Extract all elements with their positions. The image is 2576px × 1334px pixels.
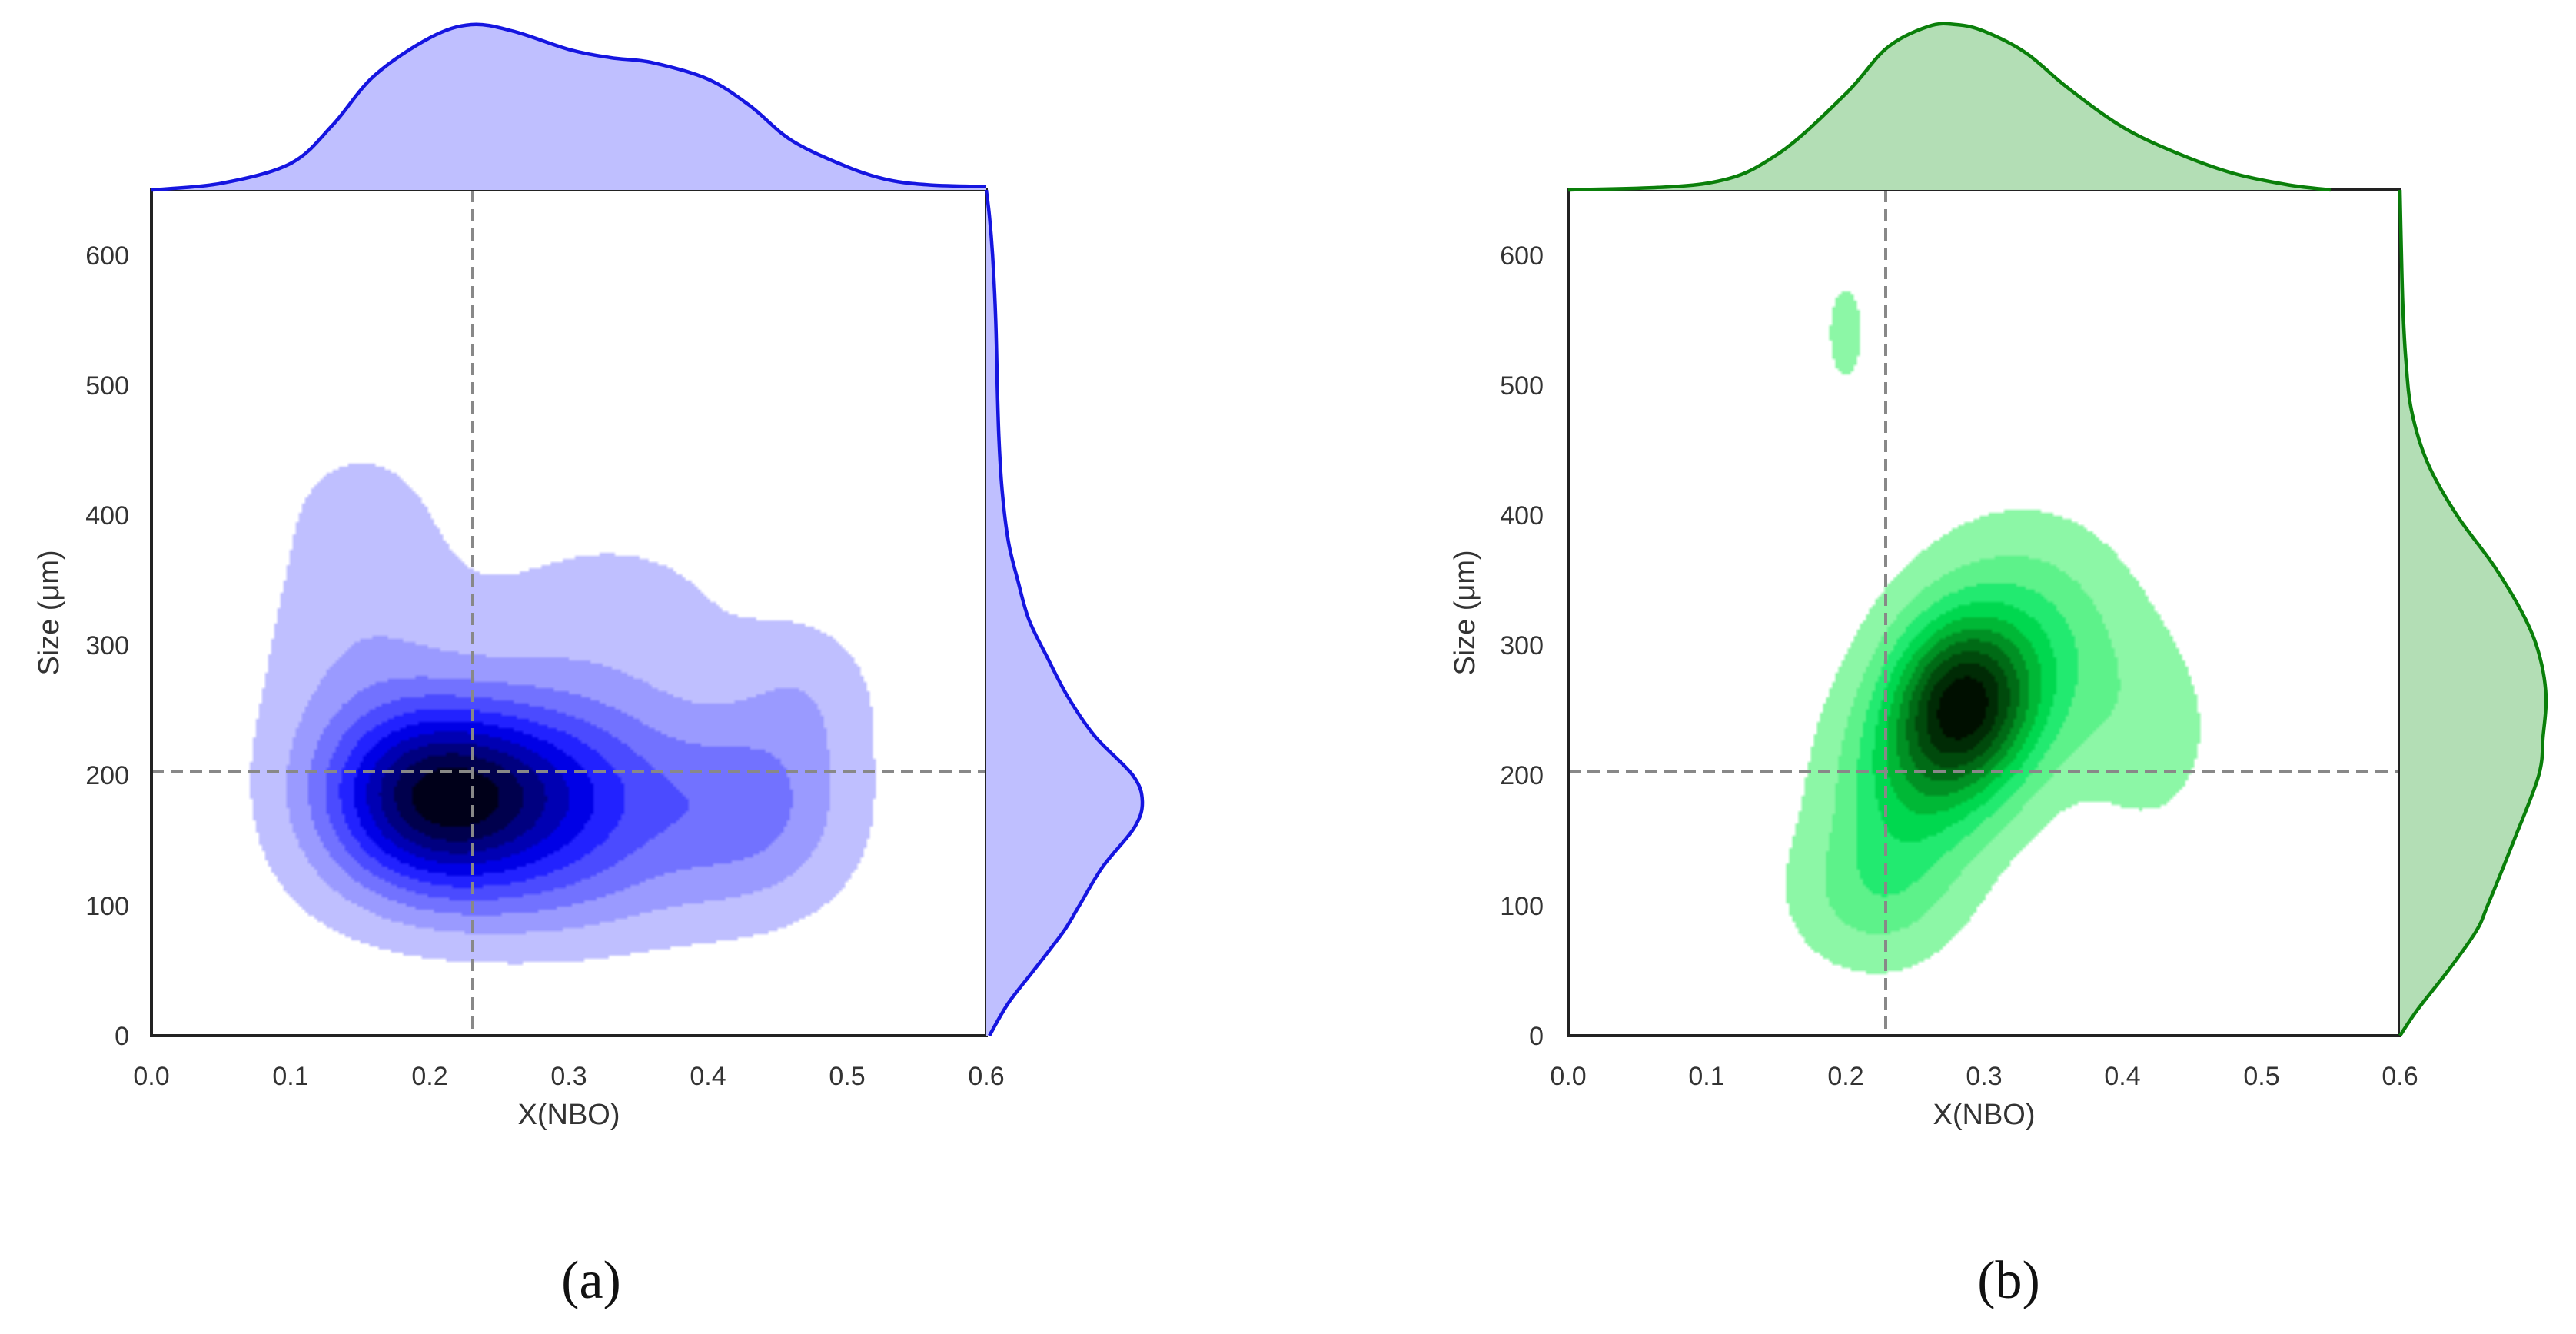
panel-b-y-tick-label: 0 [1529, 1022, 1544, 1051]
panel-a-y-marginal [984, 189, 1145, 1037]
panel-a-x-tick-label: 0.3 [550, 1062, 587, 1091]
panel-a-y-marginal-line [984, 189, 1145, 1037]
panel-b-y-tick-label: 200 [1500, 761, 1544, 790]
panel-b-y-marginal [2398, 189, 2548, 1037]
panel-b-y-ticks: 0 100 200 300 400 500 600 [1500, 241, 1544, 1051]
panel-b-x-marginal-fill [1568, 23, 2331, 190]
panel-b-label: (b) [1977, 1251, 2040, 1310]
panel-a-x-tick-label: 0.4 [690, 1062, 726, 1091]
panel-a-x-tick-label: 0.1 [272, 1062, 308, 1091]
panel-a-y-tick-label: 400 [85, 501, 129, 531]
panel-b-x-tick-label: 0.5 [2243, 1062, 2279, 1091]
panel-b-x-tick-label: 0.6 [2382, 1062, 2418, 1091]
panel-b-x-marginal [1567, 22, 2332, 192]
panel-a-y-tick-label: 100 [85, 892, 129, 921]
panel-b-x-axis-title: X(NBO) [1933, 1099, 2036, 1131]
panel-b-x-ticks: 0.0 0.1 0.2 0.3 0.4 0.5 0.6 [1550, 1062, 2418, 1091]
panel-a-y-tick-label: 600 [85, 241, 129, 271]
panel-b-y-tick-label: 300 [1500, 631, 1544, 660]
panel-a-x-marginal-line [151, 22, 987, 192]
panel-a-y-tick-label: 300 [85, 631, 129, 660]
panel-b-x-tick-label: 0.4 [2104, 1062, 2140, 1091]
panel-b-x-tick-label: 0.3 [1966, 1062, 2002, 1091]
panel-b-x-tick-label: 0.0 [1550, 1062, 1586, 1091]
panel-b-y-axis-title: Size (μm) [1449, 550, 1481, 675]
panel-a-reference-lines [151, 190, 986, 1036]
panel-b-y-marginal-line [2398, 189, 2548, 1037]
panel-a-x-axis-title: X(NBO) [518, 1099, 620, 1131]
panel-b: 0.0 0.1 0.2 0.3 0.4 0.5 0.6 0 100 200 30… [1449, 22, 2548, 1310]
panel-a-x-marginal-fill [151, 24, 986, 190]
panel-a-kde-density [151, 190, 986, 1036]
panel-a-x-tick-label: 0.5 [829, 1062, 865, 1091]
panel-a-y-tick-label: 500 [85, 371, 129, 401]
panel-a-y-tick-label: 0 [115, 1022, 129, 1051]
panel-b-y-tick-label: 400 [1500, 501, 1544, 531]
panel-b-y-tick-label: 100 [1500, 892, 1544, 921]
panel-a-x-marginal [151, 22, 987, 192]
panel-a-label: (a) [561, 1251, 621, 1310]
panel-b-x-tick-label: 0.1 [1688, 1062, 1724, 1091]
panel-b-x-tick-label: 0.2 [1827, 1062, 1863, 1091]
panel-b-kde-contours [1568, 190, 2400, 1036]
panel-a: 0.0 0.1 0.2 0.3 0.4 0.5 0.6 0 100 200 30… [33, 22, 1145, 1310]
panel-a-kde-contours [151, 190, 986, 1036]
panel-a-x-tick-label: 0.2 [411, 1062, 447, 1091]
panel-b-y-tick-label: 600 [1500, 241, 1544, 271]
panel-b-y-tick-label: 500 [1500, 371, 1544, 401]
panel-a-y-tick-label: 200 [85, 761, 129, 790]
panel-b-y-marginal-fill [2400, 190, 2547, 1036]
panel-a-y-ticks: 0 100 200 300 400 500 600 [85, 241, 129, 1051]
panel-a-y-axis-title: Size (μm) [33, 550, 65, 675]
panel-a-x-tick-label: 0.6 [968, 1062, 1004, 1091]
panel-b-kde-density [1568, 190, 2400, 1036]
panel-a-x-ticks: 0.0 0.1 0.2 0.3 0.4 0.5 0.6 [133, 1062, 1004, 1091]
panel-b-x-marginal-line [1567, 22, 2332, 192]
panel-a-x-tick-label: 0.0 [133, 1062, 169, 1091]
panel-b-reference-lines [1568, 190, 2400, 1036]
panel-a-y-marginal-fill [986, 190, 1143, 1036]
